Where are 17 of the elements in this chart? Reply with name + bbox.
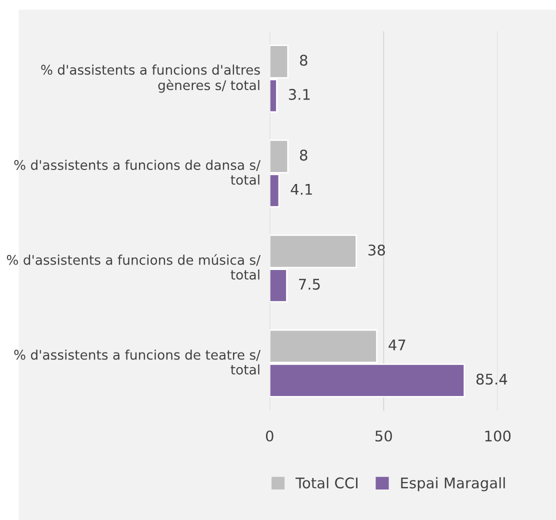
x-tick-label: 0 — [266, 430, 274, 442]
data-label: 38 — [368, 244, 385, 256]
data-label: 4.1 — [290, 184, 312, 195]
y-tick-label: % d'assistents a funcions de dansa s/ total — [14, 160, 261, 185]
data-label: 47 — [388, 340, 406, 350]
x-tick-label: 50 — [375, 430, 392, 442]
legend-label: Total CCI — [296, 477, 358, 488]
data-label: 8 — [300, 150, 308, 161]
y-tick-label: % d'assistents a funcions de música s/ total — [6, 254, 261, 280]
y-tick-label: % d'assistents a funcions d'altres gèneres s/ total — [41, 64, 260, 93]
data-label: 7.5 — [299, 278, 320, 290]
legend-label: Espai Maragall — [401, 477, 505, 492]
x-tick-label: 100 — [485, 430, 511, 442]
data-label: 85.4 — [476, 374, 508, 385]
data-label: 3.1 — [288, 88, 310, 100]
data-label: 8 — [300, 54, 308, 66]
y-tick-label: % d'assistents a funcions de teatre s/ total — [14, 350, 261, 375]
